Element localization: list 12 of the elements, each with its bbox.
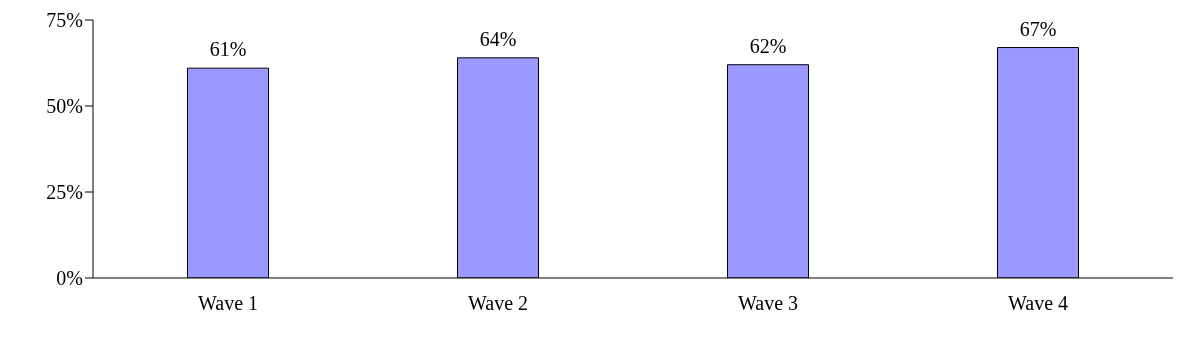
data-label: 61% (209, 38, 247, 61)
data-label: 67% (1019, 17, 1057, 40)
x-tick-label: Wave 4 (1007, 292, 1069, 315)
x-tick-label: Wave 3 (737, 292, 799, 315)
x-tick-label: Wave 2 (467, 292, 529, 315)
y-tick-label: 25% (46, 181, 83, 204)
data-label: 62% (749, 34, 787, 57)
y-tick-label: 50% (46, 95, 83, 118)
x-tick-label: Wave 1 (197, 292, 259, 315)
y-tick-label: 0% (56, 267, 83, 290)
data-label: 64% (479, 27, 517, 50)
y-tick-label: 75% (46, 9, 83, 32)
